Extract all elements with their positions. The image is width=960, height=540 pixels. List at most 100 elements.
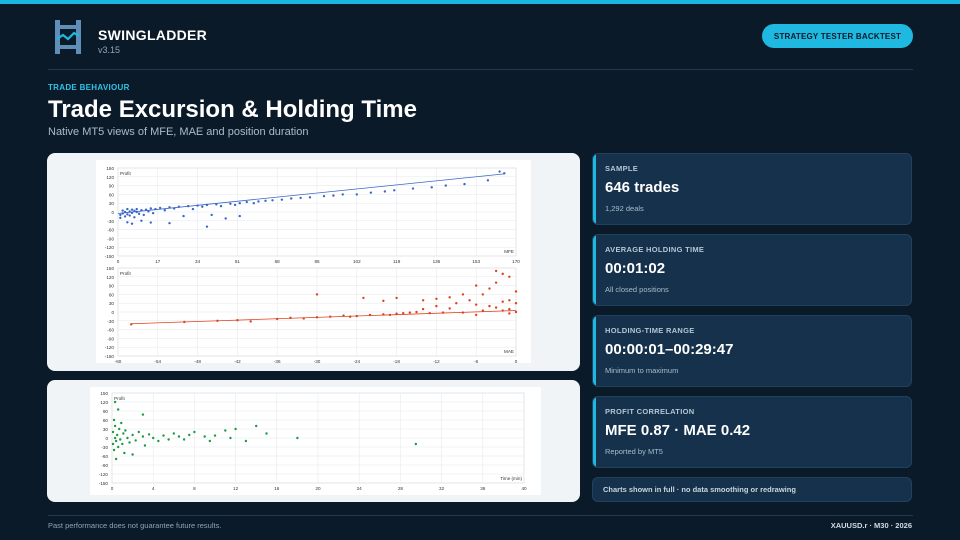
y-tick-label: -120 — [99, 472, 109, 477]
data-point-mfe — [187, 204, 190, 208]
data-point-mfe — [130, 211, 134, 215]
data-point-time — [162, 434, 165, 437]
data-point-mfe — [205, 225, 209, 228]
data-point-mae — [368, 313, 372, 317]
data-point-mfe — [140, 219, 143, 222]
data-point-mae — [329, 315, 332, 318]
trend-line — [131, 310, 517, 325]
y-tick-label: 120 — [106, 175, 114, 180]
data-point-mae — [508, 307, 511, 311]
x-axis-label: MAE — [504, 349, 514, 354]
data-point-mfe — [128, 214, 131, 217]
x-tick-label: 153 — [472, 259, 480, 264]
data-point-mae — [461, 311, 465, 314]
data-point-mfe — [393, 189, 396, 192]
y-axis-label: Profit — [114, 396, 125, 401]
data-point-mfe — [430, 186, 433, 189]
x-tick-label: 68 — [275, 259, 281, 264]
x-tick-label: 34 — [195, 259, 201, 264]
data-point-time — [131, 453, 134, 456]
data-point-mfe — [135, 207, 138, 211]
x-tick-label: -24 — [353, 359, 360, 363]
data-point-mae — [508, 275, 511, 278]
x-tick-label: 17 — [155, 259, 161, 264]
y-tick-label: -90 — [101, 463, 108, 468]
data-point-time — [265, 432, 268, 435]
x-tick-label: 12 — [233, 486, 239, 491]
data-point-mfe — [196, 204, 199, 207]
card-accent — [593, 316, 596, 386]
data-point-mae — [402, 311, 405, 315]
data-point-mfe — [271, 199, 274, 202]
y-tick-label: 60 — [109, 192, 115, 197]
data-point-mae — [130, 323, 133, 326]
y-tick-label: 60 — [103, 418, 109, 423]
data-point-mfe — [238, 202, 241, 205]
disclaimer: Past performance does not guarantee futu… — [48, 521, 222, 530]
data-point-time — [122, 432, 125, 435]
data-point-time — [115, 433, 119, 437]
data-point-mae — [475, 313, 478, 317]
y-tick-label: -30 — [107, 219, 114, 224]
data-point-time — [120, 421, 123, 425]
data-point-time — [116, 408, 120, 411]
data-point-mfe — [332, 194, 335, 197]
y-tick-label: 30 — [109, 301, 115, 306]
y-tick-label: 150 — [106, 266, 114, 271]
page-subtitle: Native MT5 views of MFE, MAE and positio… — [48, 126, 309, 138]
data-point-mae — [315, 316, 319, 319]
data-point-mae — [382, 313, 385, 316]
data-point-mfe — [369, 191, 373, 194]
data-point-time — [208, 439, 212, 443]
holding-time-chart-panel: 150 120 90 60 30 0 -30 -60 -90 -120 -150 0 4 8 12 16 20 2… — [47, 380, 580, 502]
data-point-mae — [382, 299, 385, 303]
brand-name: SWINGLADDER — [98, 27, 208, 43]
x-tick-label: -12 — [433, 359, 440, 363]
data-point-mae — [428, 311, 431, 315]
data-point-time — [244, 439, 248, 443]
data-point-mfe — [215, 203, 218, 206]
data-point-mfe — [233, 203, 237, 207]
data-point-mae — [408, 311, 412, 314]
x-tick-label: 136 — [433, 259, 441, 264]
data-point-mfe — [147, 210, 150, 213]
data-point-time — [213, 434, 217, 437]
card-note: All closed positions — [605, 285, 669, 294]
data-point-mfe — [182, 214, 185, 218]
data-point-mfe — [341, 193, 344, 196]
data-point-mfe — [128, 210, 131, 213]
avg-holding-card: AVERAGE HOLDING TIME 00:01:02 All closed… — [592, 234, 912, 306]
data-point-mae — [342, 314, 345, 317]
data-point-mae — [501, 272, 504, 276]
x-axis-label: MFE — [504, 249, 514, 254]
y-tick-label: -90 — [107, 236, 114, 241]
data-point-time — [224, 429, 227, 432]
data-point-mfe — [133, 209, 136, 213]
y-tick-label: 90 — [109, 284, 115, 289]
data-point-time — [119, 438, 122, 441]
data-point-mfe — [383, 190, 387, 193]
data-point-mae — [388, 313, 392, 317]
data-point-mae — [501, 300, 504, 303]
data-point-mfe — [149, 221, 152, 224]
footer-divider — [48, 515, 913, 516]
data-point-time — [126, 436, 129, 440]
data-point-mfe — [123, 210, 127, 214]
data-point-mae — [488, 287, 491, 290]
y-tick-label: -60 — [101, 454, 108, 459]
card-value: 00:00:01–00:29:47 — [605, 341, 734, 358]
x-tick-label: -42 — [234, 359, 241, 363]
x-tick-label: -30 — [314, 359, 321, 363]
data-point-mfe — [168, 221, 171, 225]
strategy-tester-button[interactable]: STRATEGY TESTER BACKTEST — [762, 24, 913, 48]
data-point-mfe — [130, 208, 134, 211]
data-point-mae — [183, 320, 186, 324]
x-tick-label: 102 — [353, 259, 361, 264]
x-tick-label: -60 — [115, 359, 122, 363]
data-point-mfe — [121, 209, 124, 212]
x-tick-label: 0 — [111, 486, 114, 491]
data-point-mfe — [238, 214, 241, 218]
y-tick-label: -60 — [107, 228, 114, 233]
data-point-mae — [514, 310, 518, 314]
data-point-time — [123, 451, 126, 455]
